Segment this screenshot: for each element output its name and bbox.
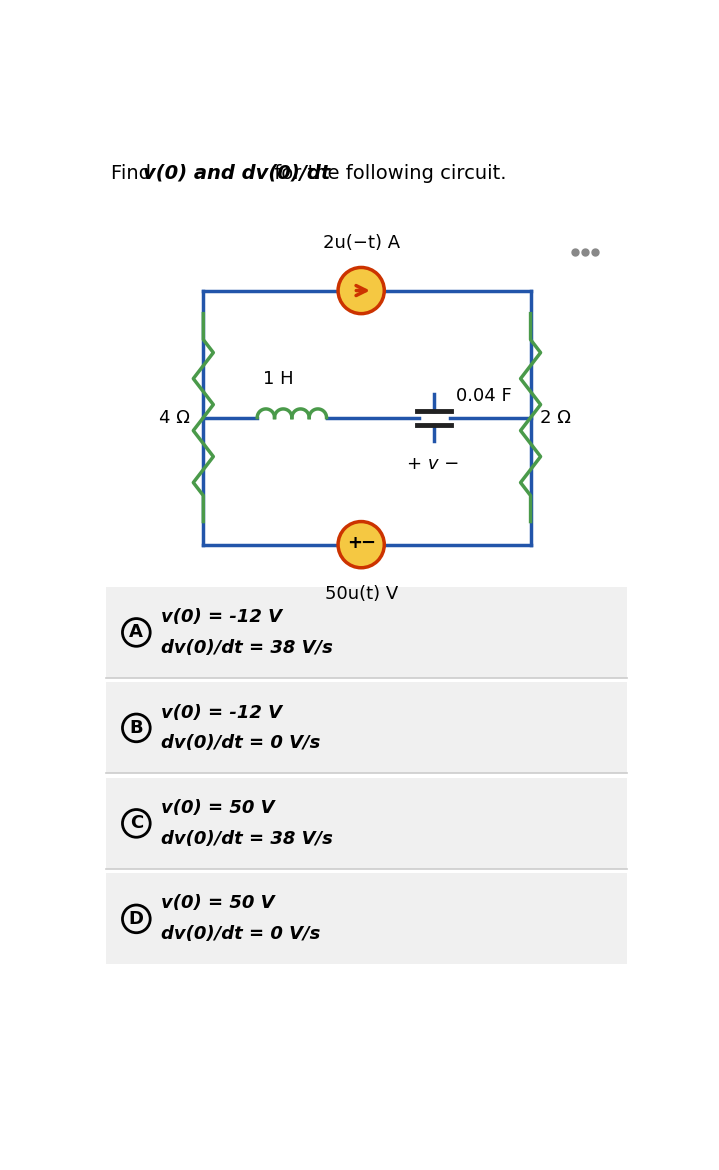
Text: 2 Ω: 2 Ω xyxy=(540,408,571,427)
FancyBboxPatch shape xyxy=(106,874,627,964)
Text: 2u(−t) A: 2u(−t) A xyxy=(323,234,400,252)
Text: v(0) and dv(0)/dt: v(0) and dv(0)/dt xyxy=(143,164,331,183)
Text: v(0) = -12 V: v(0) = -12 V xyxy=(161,608,282,626)
Text: B: B xyxy=(129,718,143,737)
Text: + v −: + v − xyxy=(408,455,459,473)
Text: v(0) = -12 V: v(0) = -12 V xyxy=(161,703,282,722)
FancyBboxPatch shape xyxy=(106,778,627,869)
FancyBboxPatch shape xyxy=(106,682,627,773)
Text: v(0) = 50 V: v(0) = 50 V xyxy=(161,799,275,817)
Circle shape xyxy=(338,522,384,567)
Text: 1 H: 1 H xyxy=(262,371,293,388)
Text: +: + xyxy=(347,535,362,552)
Text: dv(0)/dt = 0 V/s: dv(0)/dt = 0 V/s xyxy=(161,735,321,752)
Circle shape xyxy=(338,268,384,314)
FancyBboxPatch shape xyxy=(106,587,627,677)
Text: 4 Ω: 4 Ω xyxy=(159,408,190,427)
Text: C: C xyxy=(129,814,143,832)
Text: 0.04 F: 0.04 F xyxy=(456,387,512,405)
Text: D: D xyxy=(129,910,144,928)
Text: v(0) = 50 V: v(0) = 50 V xyxy=(161,895,275,913)
Text: dv(0)/dt = 38 V/s: dv(0)/dt = 38 V/s xyxy=(161,639,333,656)
Text: −: − xyxy=(360,535,375,552)
Text: Find: Find xyxy=(111,164,157,183)
Text: dv(0)/dt = 38 V/s: dv(0)/dt = 38 V/s xyxy=(161,830,333,848)
Text: dv(0)/dt = 0 V/s: dv(0)/dt = 0 V/s xyxy=(161,925,321,943)
Text: 50u(t) V: 50u(t) V xyxy=(324,585,398,603)
Text: A: A xyxy=(129,624,143,641)
Text: for the following circuit.: for the following circuit. xyxy=(268,164,506,183)
